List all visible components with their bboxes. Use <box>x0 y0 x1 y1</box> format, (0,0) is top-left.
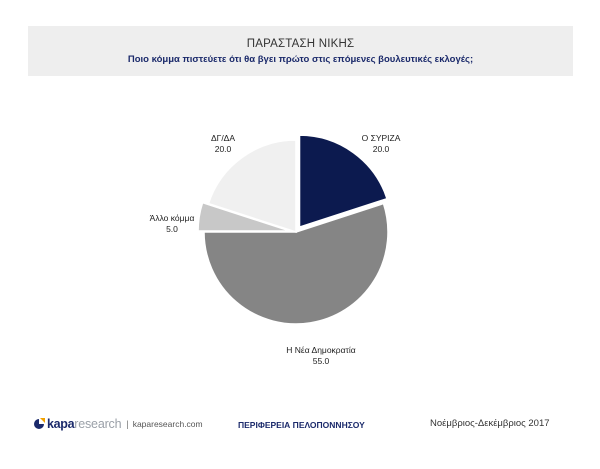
pie-slice-other <box>197 201 291 232</box>
slice-label-syriza-name: Ο ΣΥΡΙΖΑ <box>361 133 401 143</box>
slice-label-other-name: Άλλο κόμμα <box>149 213 195 223</box>
slice-label-dkda-name: ΔΓ/ΔΑ <box>210 133 236 143</box>
slice-label-nd-value: 55.0 <box>312 356 330 366</box>
slice-label-nd: Η Νέα Δημοκρατία 55.0 <box>276 345 366 367</box>
slice-label-dkda: ΔΓ/ΔΑ 20.0 <box>193 133 253 155</box>
footer: kapa research | kaparesearch.com ΠΕΡΙΦΕΡ… <box>0 410 600 440</box>
slice-label-syriza-value: 20.0 <box>372 144 390 154</box>
chart-title: ΠΑΡΑΣΤΑΣΗ ΝΙΚΗΣ <box>246 38 355 50</box>
kapa-logo-mark-icon <box>34 418 45 429</box>
logo-url: kaparesearch.com <box>132 419 203 429</box>
chart-subtitle: Ποιο κόμμα πιστεύετε ότι θα βγει πρώτο σ… <box>127 54 474 65</box>
kapa-research-logo: kapa research | kaparesearch.com <box>33 415 203 433</box>
slice-label-other: Άλλο κόμμα 5.0 <box>137 213 207 235</box>
pie-slice-dkda <box>207 139 297 234</box>
logo-research-text: research <box>74 417 122 431</box>
slice-label-other-value: 5.0 <box>166 224 178 234</box>
slice-label-dkda-value: 20.0 <box>214 144 232 154</box>
chart-header: ΠΑΡΑΣΤΑΣΗ ΝΙΚΗΣ Ποιο κόμμα πιστεύετε ότι… <box>28 26 573 76</box>
pie-slice-syriza <box>298 134 388 229</box>
slice-label-nd-name: Η Νέα Δημοκρατία <box>286 345 356 355</box>
survey-period: Νοέμβριος-Δεκέμβριος 2017 <box>430 418 550 429</box>
slice-label-syriza: Ο ΣΥΡΙΖΑ 20.0 <box>351 133 411 155</box>
pie-slice-nd <box>203 202 389 325</box>
region-name: ΠΕΡΙΦΕΡΕΙΑ ΠΕΛΟΠΟΝΝΗΣΟΥ <box>238 420 365 430</box>
logo-separator: | <box>126 419 129 429</box>
logo-kapa-text: kapa <box>47 417 75 431</box>
